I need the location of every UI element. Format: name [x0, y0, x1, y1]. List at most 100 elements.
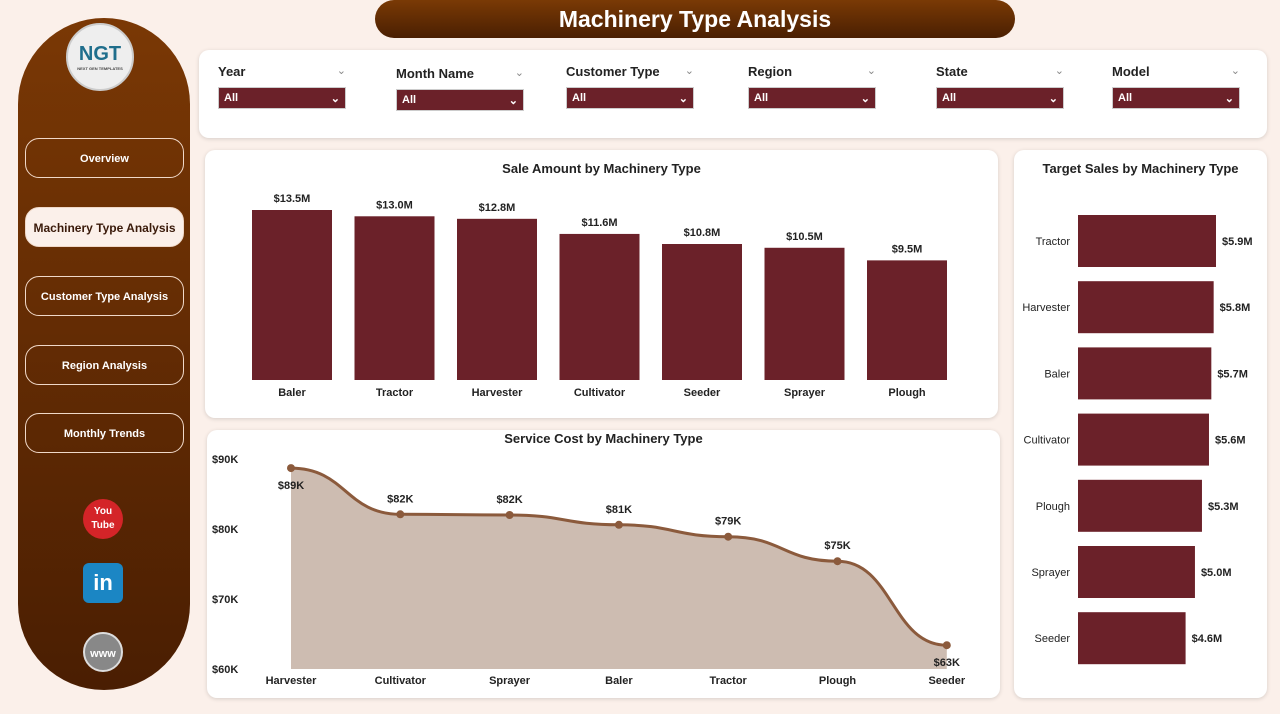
filter-dropdown[interactable]: All ⌄	[748, 87, 876, 109]
nav-monthly-trends[interactable]: Monthly Trends	[25, 413, 184, 453]
filter-year[interactable]: Year ⌄ All ⌄	[218, 64, 346, 109]
chevron-down-icon[interactable]: ⌄	[514, 67, 524, 79]
bar	[1078, 479, 1202, 532]
filter-value: All	[572, 92, 587, 104]
filter-month-name[interactable]: Month Name ⌄ All ⌄	[396, 66, 524, 111]
filter-dropdown[interactable]: All ⌄	[396, 89, 524, 111]
globe-icon[interactable]: www	[83, 632, 123, 672]
logo: NGT NEXT GEN TEMPLATES	[66, 23, 134, 91]
bar	[457, 218, 537, 380]
data-label: $11.6M	[581, 217, 617, 229]
data-label: $5.7M	[1217, 368, 1248, 380]
filter-customer-type[interactable]: Customer Type ⌄ All ⌄	[566, 64, 694, 109]
nav-overview[interactable]: Overview	[25, 138, 184, 178]
filter-label: Year ⌄	[218, 64, 346, 79]
chevron-down-icon: ⌄	[1048, 93, 1058, 105]
bar	[1078, 281, 1214, 334]
filter-value: All	[224, 92, 239, 104]
data-label: $82K	[496, 494, 522, 506]
x-tick-label: Tractor	[376, 387, 414, 399]
chevron-down-icon[interactable]: ⌄	[1230, 65, 1240, 77]
bar	[354, 216, 435, 380]
data-point	[833, 557, 842, 566]
y-tick-label: Harvester	[1022, 302, 1070, 314]
filter-dropdown[interactable]: All ⌄	[566, 87, 694, 109]
x-tick-label: Harvester	[472, 387, 523, 399]
filter-label: State ⌄	[936, 64, 1064, 79]
logo-text: NGT	[78, 43, 122, 65]
y-tick-label: $80K	[212, 524, 238, 536]
filter-dropdown[interactable]: All ⌄	[218, 87, 346, 109]
sale-amount-chart: Sale Amount by Machinery Type $13.5M Bale…	[205, 150, 998, 418]
chart-title: Service Cost by Machinery Type	[504, 431, 703, 446]
filter-value: All	[754, 92, 769, 104]
filter-state[interactable]: State ⌄ All ⌄	[936, 64, 1064, 109]
x-tick-label: Sprayer	[784, 387, 826, 399]
data-label: $13.5M	[274, 193, 311, 205]
bar	[252, 210, 332, 380]
data-label: $5.9M	[1222, 236, 1253, 248]
filter-value: All	[402, 94, 417, 106]
sidebar: NGT NEXT GEN TEMPLATES Overview Machinery…	[18, 18, 190, 690]
data-label: $4.6M	[1192, 633, 1223, 645]
filter-value: All	[1118, 92, 1133, 104]
filter-label: Model ⌄	[1112, 64, 1240, 79]
youtube-icon[interactable]: You Tube	[83, 499, 123, 539]
chevron-down-icon: ⌄	[508, 95, 518, 107]
filter-dropdown[interactable]: All ⌄	[1112, 87, 1240, 109]
bar	[1078, 215, 1216, 267]
chevron-down-icon[interactable]: ⌄	[336, 65, 346, 77]
x-tick-label: Sprayer	[489, 675, 531, 687]
y-tick-label: Plough	[1036, 501, 1070, 513]
nav-customer-type-analysis[interactable]: Customer Type Analysis	[25, 276, 184, 316]
target-sales-chart: Target Sales by Machinery Type Tractor $5…	[1014, 150, 1267, 698]
filter-panel: Year ⌄ All ⌄ Month Name ⌄ All ⌄ Customer Type ⌄…	[199, 50, 1267, 138]
linkedin-icon[interactable]: in	[83, 563, 123, 603]
chevron-down-icon: ⌄	[860, 93, 870, 105]
y-tick-label: Baler	[1044, 368, 1070, 380]
y-tick-label: Tractor	[1036, 236, 1071, 248]
bar	[559, 233, 640, 380]
x-tick-label: Cultivator	[375, 675, 427, 687]
chart-title: Sale Amount by Machinery Type	[502, 161, 701, 176]
x-tick-label: Tractor	[710, 675, 748, 687]
nav-machinery-type-analysis[interactable]: Machinery Type Analysis	[25, 207, 184, 247]
bar	[1078, 546, 1195, 598]
chevron-down-icon[interactable]: ⌄	[1054, 65, 1064, 77]
data-label: $10.8M	[684, 227, 721, 239]
page-title: Machinery Type Analysis	[375, 0, 1015, 38]
y-tick-label: $90K	[212, 454, 238, 466]
filter-model[interactable]: Model ⌄ All ⌄	[1112, 64, 1240, 109]
x-tick-label: Baler	[605, 675, 633, 687]
nav-region-analysis[interactable]: Region Analysis	[25, 345, 184, 385]
y-tick-label: $70K	[212, 594, 238, 606]
data-label: $12.8M	[479, 202, 516, 214]
filter-dropdown[interactable]: All ⌄	[936, 87, 1064, 109]
y-tick-label: Sprayer	[1031, 567, 1070, 579]
y-tick-label: Cultivator	[1024, 435, 1071, 447]
y-tick-label: $60K	[212, 664, 238, 676]
logo-subtext: NEXT GEN TEMPLATES	[77, 66, 123, 71]
chevron-down-icon[interactable]: ⌄	[866, 65, 876, 77]
filter-label: Month Name ⌄	[396, 66, 524, 81]
chevron-down-icon[interactable]: ⌄	[684, 65, 694, 77]
x-tick-label: Cultivator	[574, 387, 626, 399]
data-point	[942, 641, 951, 650]
chart-title: Target Sales by Machinery Type	[1042, 161, 1239, 176]
data-label: $75K	[824, 540, 850, 552]
data-point	[396, 510, 405, 519]
service-cost-chart: Service Cost by Machinery Type $90K $80K $…	[207, 430, 1000, 698]
data-label: $81K	[606, 504, 632, 516]
bar	[1078, 612, 1186, 665]
filter-region[interactable]: Region ⌄ All ⌄	[748, 64, 876, 109]
chevron-down-icon: ⌄	[1224, 93, 1234, 105]
data-point	[287, 464, 295, 473]
data-point	[505, 511, 514, 519]
chevron-down-icon: ⌄	[678, 93, 688, 105]
data-label: $5.6M	[1215, 435, 1246, 447]
data-label: $82K	[387, 493, 413, 505]
bar	[764, 247, 845, 380]
x-tick-label: Seeder	[928, 675, 965, 687]
data-label: $63K	[934, 657, 960, 669]
bar	[1078, 347, 1212, 400]
